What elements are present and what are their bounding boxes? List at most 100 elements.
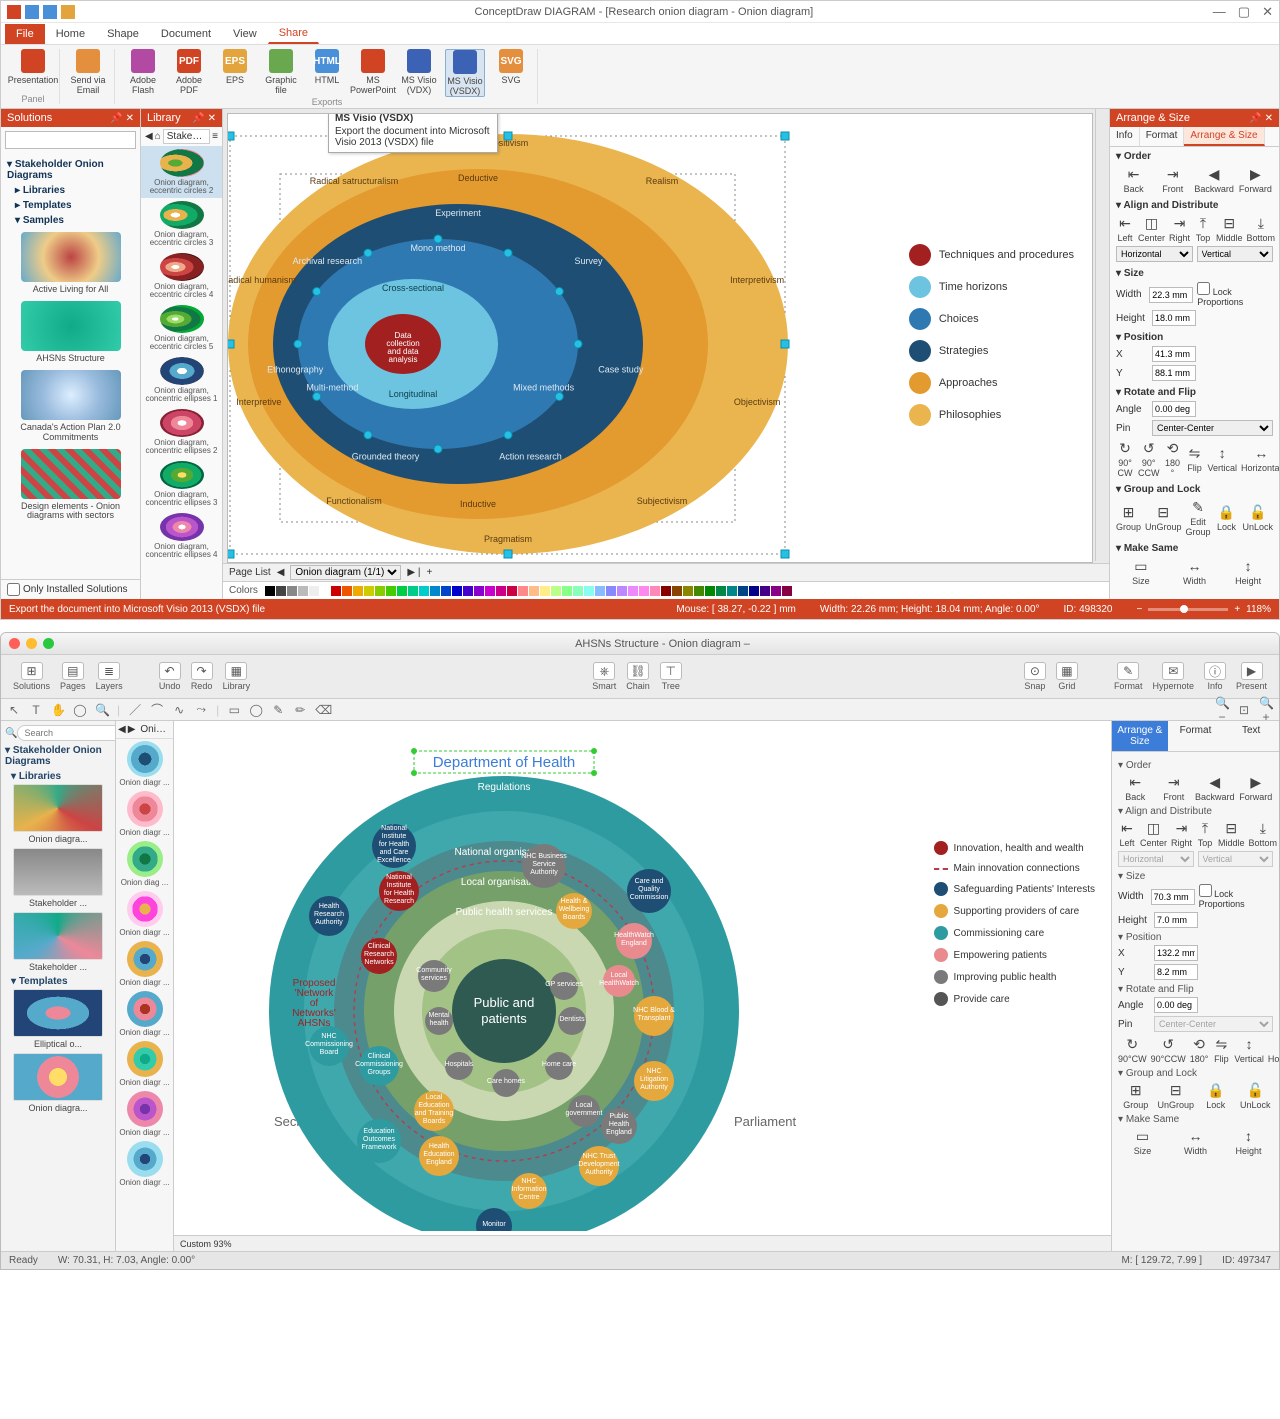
zoom-label[interactable]: Custom 93% xyxy=(180,1239,232,1249)
x-input[interactable] xyxy=(1154,945,1198,961)
btn-lock[interactable]: 🔒Lock xyxy=(1215,503,1239,532)
color-swatch[interactable] xyxy=(529,586,539,596)
btn-right[interactable]: ⇥Right xyxy=(1171,819,1192,848)
btn-back[interactable]: ⇤Back xyxy=(1116,165,1151,194)
mac-library-item[interactable]: Onion diagr ... xyxy=(116,1089,173,1139)
btn-height[interactable]: ↕Height xyxy=(1224,1127,1273,1156)
btn-back[interactable]: ⇤Back xyxy=(1118,773,1153,802)
library-breadcrumb[interactable]: Stakeholder... xyxy=(163,129,210,144)
btn-right[interactable]: ⇥Right xyxy=(1169,214,1190,243)
btn-bottom[interactable]: ⤓Bottom xyxy=(1249,819,1278,848)
color-swatch[interactable] xyxy=(562,586,572,596)
ribbon-tab-shape[interactable]: Shape xyxy=(96,24,150,44)
width-input[interactable] xyxy=(1151,889,1195,905)
arc-tool-icon[interactable]: ⌒ xyxy=(150,701,164,718)
btn-center[interactable]: ◫Center xyxy=(1140,819,1167,848)
zoom-out-button[interactable]: − xyxy=(1136,604,1142,615)
btn-front[interactable]: ⇥Front xyxy=(1155,165,1190,194)
tree-libraries[interactable]: Libraries xyxy=(15,183,134,198)
y-input[interactable] xyxy=(1152,365,1196,381)
color-swatch[interactable] xyxy=(342,586,352,596)
width-input[interactable] xyxy=(1149,287,1193,303)
btn-90-cw[interactable]: ↻90°CW xyxy=(1118,1035,1147,1064)
mac-library-item[interactable]: Onion diagr ... xyxy=(116,739,173,789)
color-swatch[interactable] xyxy=(276,586,286,596)
mac-solution-item[interactable]: Stakeholder ... xyxy=(5,912,111,972)
color-swatch[interactable] xyxy=(430,586,440,596)
mac-library-item[interactable]: Onion diag ... xyxy=(116,839,173,889)
canvas[interactable]: MS Visio (VSDX) Export the document into… xyxy=(227,113,1093,563)
toolbar-redo[interactable]: ↷Redo xyxy=(187,660,217,693)
toolbar-info[interactable]: ⓘInfo xyxy=(1200,660,1230,693)
color-swatch[interactable] xyxy=(265,586,275,596)
color-swatch[interactable] xyxy=(584,586,594,596)
color-swatch[interactable] xyxy=(771,586,781,596)
page-next-button[interactable]: ▶ | xyxy=(407,567,420,578)
color-swatch[interactable] xyxy=(474,586,484,596)
btn-unlock[interactable]: 🔓UnLock xyxy=(1238,1081,1273,1110)
zoom-button[interactable] xyxy=(43,638,54,649)
color-swatch[interactable] xyxy=(738,586,748,596)
btn-edit-group[interactable]: ✎Edit Group xyxy=(1186,498,1211,537)
mac-solution-item[interactable]: Stakeholder ... xyxy=(5,848,111,908)
mac-solution-title[interactable]: ▾ Stakeholder Onion Diagrams xyxy=(5,745,111,767)
color-swatch[interactable] xyxy=(716,586,726,596)
color-swatch[interactable] xyxy=(639,586,649,596)
ellipse-tool-icon[interactable]: ◯ xyxy=(249,703,263,717)
right-tab[interactable]: Arrange & Size xyxy=(1184,127,1264,146)
y-input[interactable] xyxy=(1154,964,1198,980)
btn-top[interactable]: ⤒Top xyxy=(1194,214,1212,243)
color-swatch[interactable] xyxy=(650,586,660,596)
pencil-tool-icon[interactable]: ✏ xyxy=(293,703,307,717)
btn-bottom[interactable]: ⤓Bottom xyxy=(1247,214,1276,243)
ribbon-tab-file[interactable]: File xyxy=(5,24,45,44)
toolbar-hypernote[interactable]: ✉Hypernote xyxy=(1148,660,1198,693)
btn-90-ccw[interactable]: ↺90°CCW xyxy=(1151,1035,1186,1064)
ribbon-btn-presentation[interactable]: Presentation xyxy=(13,49,53,94)
tree-templates[interactable]: Templates xyxy=(15,198,134,213)
page-prev-button[interactable]: ◀ xyxy=(277,567,285,578)
color-swatch[interactable] xyxy=(419,586,429,596)
mac-library-item[interactable]: Onion diagr ... xyxy=(116,889,173,939)
horiz-select[interactable]: Horizontal xyxy=(1118,851,1194,867)
qat-redo-icon[interactable] xyxy=(43,5,57,19)
mac-search-input[interactable] xyxy=(17,725,116,741)
only-installed-checkbox[interactable]: Only Installed Solutions xyxy=(7,583,134,596)
btn-size[interactable]: ▭Size xyxy=(1116,557,1166,586)
nav-menu-icon[interactable]: ≡ xyxy=(212,131,218,142)
qat-save-icon[interactable] xyxy=(7,5,21,19)
connector-tool-icon[interactable]: ⤳ xyxy=(194,702,208,717)
color-swatch[interactable] xyxy=(287,586,297,596)
color-swatch[interactable] xyxy=(364,586,374,596)
solution-sample[interactable]: Canada's Action Plan 2.0 Commitments xyxy=(7,370,134,443)
ribbon-btn-graphic-file[interactable]: Graphic file xyxy=(261,49,301,97)
mac-canvas[interactable]: Department of HealthSecretary of StatePa… xyxy=(174,721,1111,1235)
zoom-fit-icon[interactable]: ⊡ xyxy=(1237,703,1251,717)
btn-left[interactable]: ⇤Left xyxy=(1116,214,1134,243)
panel-pin-icon[interactable]: 📌 ✕ xyxy=(110,113,134,124)
color-swatch[interactable] xyxy=(782,586,792,596)
mac-template-item[interactable]: Onion diagra... xyxy=(5,1053,111,1113)
btn-width[interactable]: ↔Width xyxy=(1170,557,1220,586)
nav-home-icon[interactable]: ⌂ xyxy=(155,131,161,142)
color-swatch[interactable] xyxy=(749,586,759,596)
ribbon-btn-adobe-flash[interactable]: Adobe Flash xyxy=(123,49,163,97)
btn-flip[interactable]: ⇋Flip xyxy=(1185,444,1203,473)
mac-library-crumb[interactable]: Onion... xyxy=(137,723,171,736)
color-swatch[interactable] xyxy=(375,586,385,596)
color-swatch[interactable] xyxy=(760,586,770,596)
pin-select[interactable]: Center-Center xyxy=(1152,420,1273,436)
ribbon-btn-ms-visio-vsdx-[interactable]: MS Visio (VSDX) xyxy=(445,49,485,97)
color-swatch[interactable] xyxy=(573,586,583,596)
panel-pin-icon[interactable]: 📌 ✕ xyxy=(192,113,216,124)
pin-select[interactable]: Center-Center xyxy=(1154,1016,1273,1032)
lasso-tool-icon[interactable]: ◯ xyxy=(73,703,87,717)
mac-right-tab[interactable]: Arrange & Size xyxy=(1112,721,1168,751)
vert-select[interactable]: Vertical xyxy=(1198,851,1274,867)
mac-library-item[interactable]: Onion diagr ... xyxy=(116,1139,173,1189)
color-swatch[interactable] xyxy=(485,586,495,596)
mac-library-item[interactable]: Onion diagr ... xyxy=(116,1039,173,1089)
toolbar-pages[interactable]: ▤Pages xyxy=(56,660,90,693)
color-swatch[interactable] xyxy=(705,586,715,596)
color-swatch[interactable] xyxy=(496,586,506,596)
